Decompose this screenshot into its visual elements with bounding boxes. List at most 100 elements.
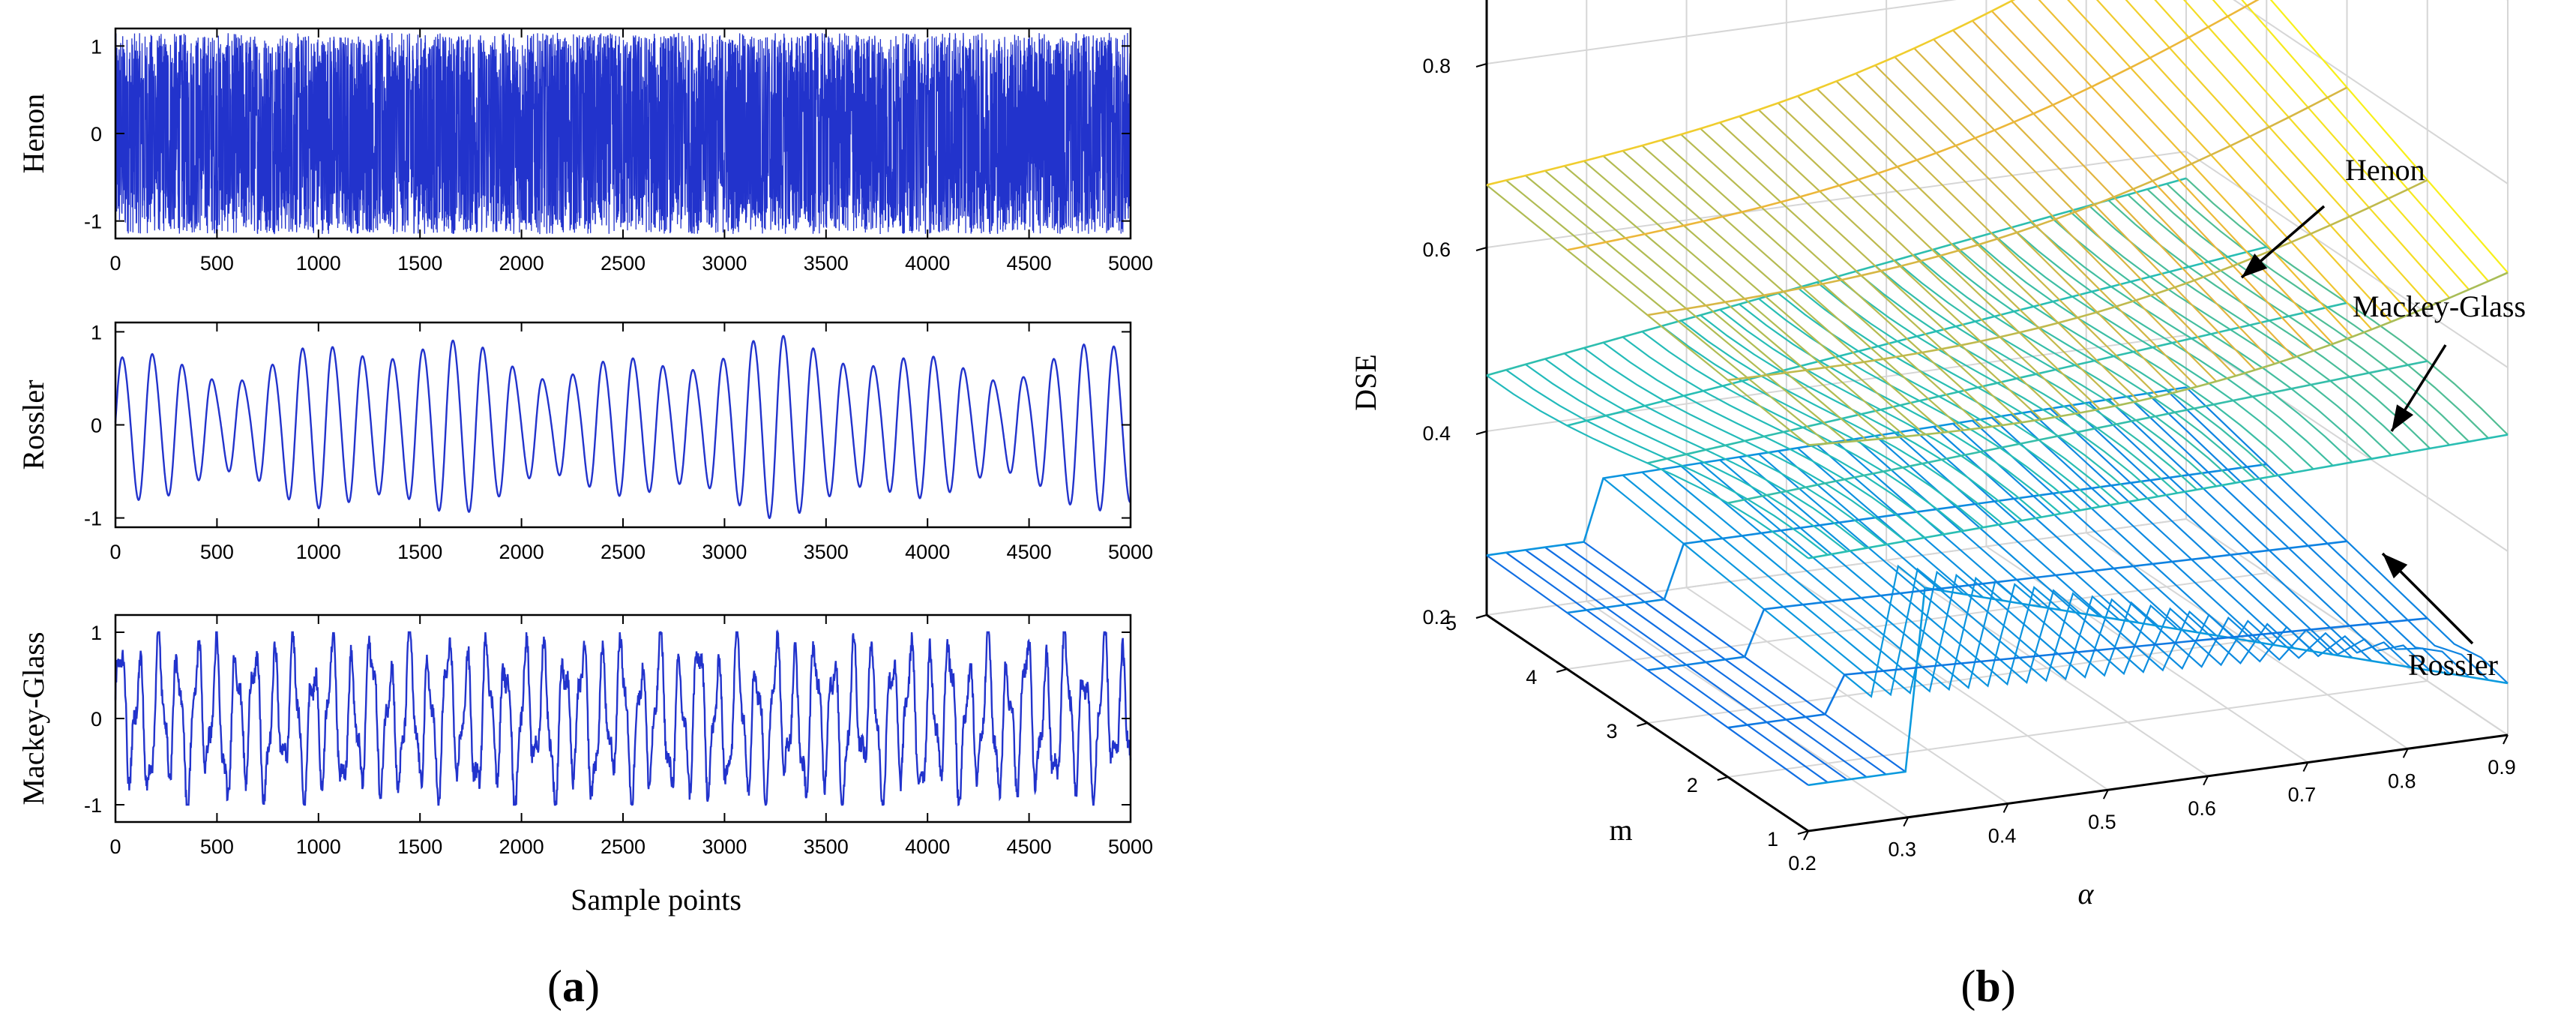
dse-tick-label: 0.2 bbox=[1422, 606, 1451, 628]
y-axis-label: Mackey-Glass bbox=[16, 632, 50, 805]
surface-henon bbox=[1486, 0, 2509, 446]
mesh-line bbox=[1505, 369, 1829, 556]
panel-b-dse-surface: 0.20.30.40.50.60.70.80.9123450.20.40.60.… bbox=[1422, 0, 2516, 874]
x-tick-label: 2500 bbox=[601, 541, 645, 563]
x-tick-label: 1000 bbox=[296, 836, 341, 858]
alpha-tick-mark bbox=[2203, 776, 2209, 786]
mesh-line bbox=[1567, 0, 2260, 251]
series-rossler-line bbox=[114, 334, 1131, 520]
side-wall-grid-line bbox=[2185, 151, 2509, 368]
x-tick-label: 4000 bbox=[905, 541, 950, 563]
y-tick-label: 0 bbox=[91, 415, 102, 437]
alpha-tick-label: 0.2 bbox=[1788, 852, 1817, 874]
m-tick-label: 1 bbox=[1767, 828, 1778, 850]
panel-a-xlabel: Sample points bbox=[571, 883, 741, 916]
y-tick-label: 0 bbox=[91, 123, 102, 146]
alpha-tick-label: 0.8 bbox=[2388, 770, 2416, 792]
dse-tick-label: 0.4 bbox=[1422, 422, 1451, 445]
mesh-line bbox=[2067, 0, 2373, 330]
x-tick-label: 4500 bbox=[1007, 252, 1052, 274]
x-tick-label: 2500 bbox=[601, 836, 645, 858]
panel-b-zlabel: DSE bbox=[1349, 354, 1382, 411]
axes-lines: 0.20.30.40.50.60.70.80.9123450.20.40.60.… bbox=[1422, 0, 2516, 874]
x-tick-label: 1000 bbox=[296, 252, 341, 274]
floor-grid-line bbox=[1727, 680, 2428, 778]
x-tick-label: 4000 bbox=[905, 252, 950, 274]
x-tick-label: 1500 bbox=[397, 541, 442, 563]
y-tick-label: -1 bbox=[84, 211, 102, 233]
m-tick-mark bbox=[1717, 776, 1729, 781]
signal-plot-2: 0 500 1000 1500 2000 2500 3000 3500 4000 4500 5000… bbox=[16, 321, 1153, 563]
dse-tick-mark bbox=[1475, 614, 1487, 619]
y-tick-label: 1 bbox=[91, 622, 102, 644]
m-tick-label: 4 bbox=[1526, 666, 1537, 688]
alpha-axis-line bbox=[1808, 734, 2509, 832]
back-wall-grid-line bbox=[1486, 0, 1957, 64]
series-henon-line bbox=[115, 32, 1131, 235]
mesh-line bbox=[1816, 444, 2140, 679]
x-tick-label: 2500 bbox=[601, 252, 645, 274]
x-tick-label: 5000 bbox=[1108, 541, 1153, 563]
x-tick-label: 3500 bbox=[804, 836, 849, 858]
x-tick-label: 1500 bbox=[397, 252, 442, 274]
y-tick-label: 0 bbox=[91, 708, 102, 730]
y-tick-label: -1 bbox=[84, 794, 102, 817]
surface-rossler bbox=[1486, 386, 2509, 787]
caption-a-open: ( bbox=[547, 962, 562, 1011]
back-wall-grid-line bbox=[1486, 151, 2187, 248]
mesh-line bbox=[1622, 336, 1945, 536]
dse-tick-mark bbox=[1475, 247, 1487, 251]
x-tick-label: 3500 bbox=[804, 541, 849, 563]
m-tick-mark bbox=[1556, 668, 1568, 673]
alpha-tick-mark bbox=[2503, 734, 2509, 745]
x-tick-label: 3000 bbox=[702, 252, 747, 274]
annotation-arrows bbox=[2240, 205, 2474, 645]
caption-b-open: ( bbox=[1960, 962, 1975, 1011]
mesh-line bbox=[1544, 358, 1868, 549]
dse-tick-label: 0.6 bbox=[1422, 238, 1451, 261]
back-wall-grid-line bbox=[1486, 334, 2187, 432]
mesh-line bbox=[1647, 302, 2347, 464]
caption-a-close: ) bbox=[585, 962, 600, 1011]
x-tick-label: 4500 bbox=[1007, 541, 1052, 563]
alpha-tick-mark bbox=[2002, 802, 2009, 813]
mesh-line bbox=[1602, 477, 1926, 698]
x-tick-label: 3000 bbox=[702, 836, 747, 858]
arrow-rossler-head bbox=[2383, 554, 2408, 579]
x-tick-label: 0 bbox=[109, 836, 121, 858]
caption-b-close: ) bbox=[2001, 962, 2016, 1011]
mesh-line bbox=[1874, 435, 2198, 674]
x-tick-label: 3000 bbox=[702, 541, 747, 563]
alpha-tick-label: 0.9 bbox=[2488, 756, 2516, 778]
plot-frame bbox=[114, 614, 1132, 824]
caption-b-letter: b bbox=[1975, 962, 2000, 1011]
mesh-line bbox=[2029, 410, 2353, 659]
alpha-tick-mark bbox=[1803, 830, 1809, 841]
x-tick-label: 4500 bbox=[1007, 836, 1052, 858]
mesh-line bbox=[2011, 413, 2334, 662]
mesh-line bbox=[1808, 272, 2509, 446]
mesh-line bbox=[1486, 0, 2016, 186]
axes-box-grid bbox=[1486, 0, 2509, 832]
back-wall-grid-line bbox=[1486, 518, 2187, 616]
arrow-mackey-glass-head bbox=[2392, 404, 2414, 431]
alpha-tick-mark bbox=[2402, 748, 2409, 758]
x-tick-label: 0 bbox=[109, 252, 121, 274]
panel-b-ylabel: m bbox=[1609, 813, 1632, 847]
mesh-line bbox=[2146, 392, 2470, 678]
mesh-line bbox=[1808, 434, 2509, 560]
panel-a-signals: 0 500 1000 1500 2000 2500 3000 3500 4000 4500 5000… bbox=[16, 27, 1153, 858]
mesh-line bbox=[2088, 205, 2412, 453]
side-wall-grid-line bbox=[2185, 334, 2509, 552]
dse-tick-mark bbox=[1475, 430, 1487, 435]
m-tick-label: 3 bbox=[1606, 720, 1617, 742]
x-tick-label: 2000 bbox=[499, 541, 544, 563]
y-tick-label: 1 bbox=[91, 321, 102, 344]
dse-tick-mark bbox=[1475, 63, 1487, 68]
alpha-tick-label: 0.3 bbox=[1889, 838, 1917, 861]
floor-grid-line bbox=[1567, 572, 2267, 670]
x-tick-label: 4000 bbox=[905, 836, 950, 858]
panel-b-xlabel: α bbox=[2078, 877, 2095, 910]
x-tick-label: 0 bbox=[109, 541, 121, 563]
mesh-line bbox=[1486, 374, 1809, 560]
